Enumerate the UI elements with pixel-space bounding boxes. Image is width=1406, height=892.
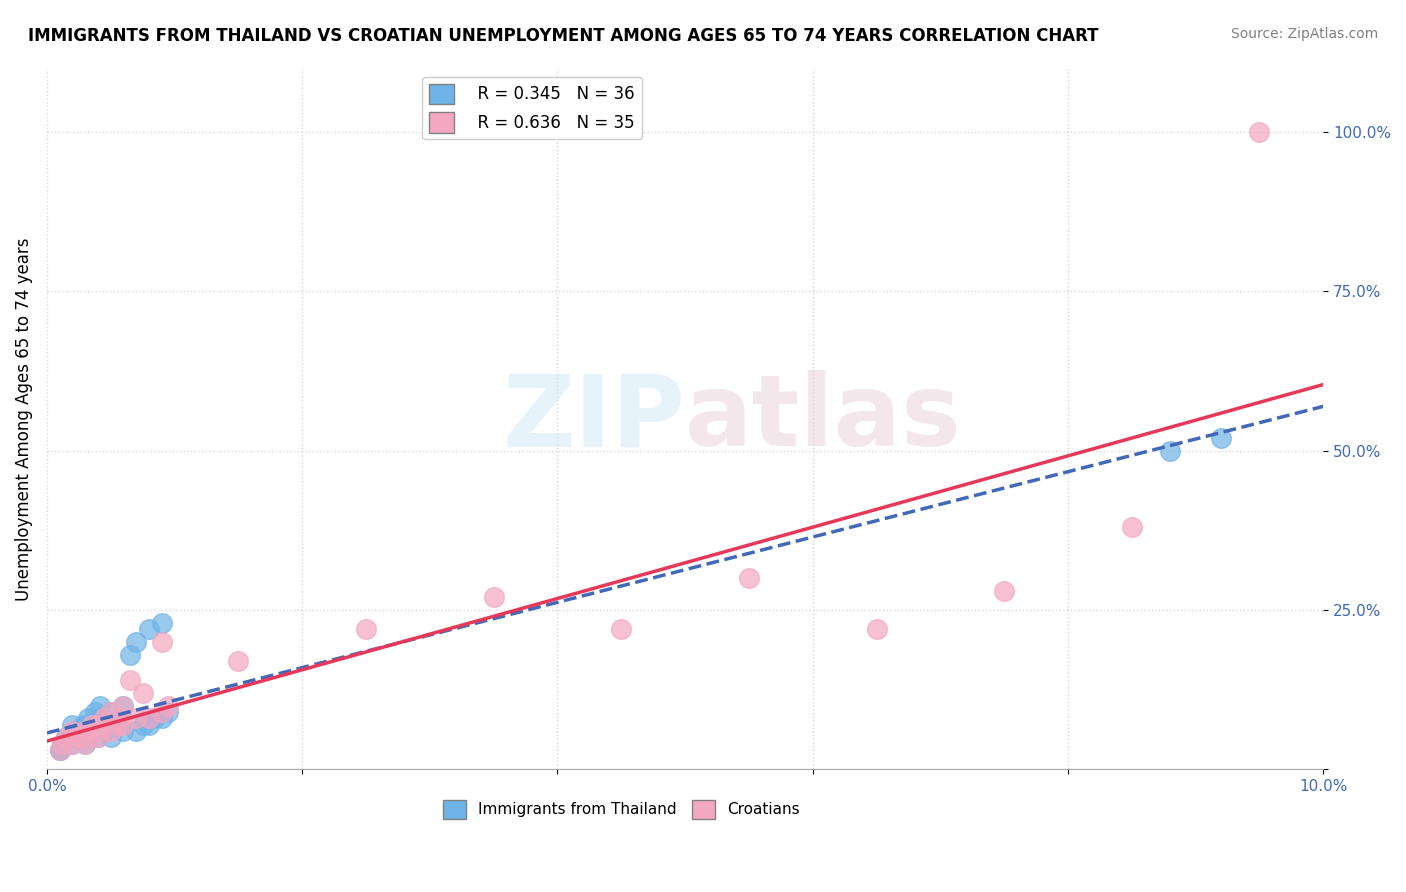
Point: [62, 717, 84, 731]
Point: [87, 717, 110, 731]
Point: [1211, 431, 1233, 445]
Point: [112, 717, 135, 731]
Point: [67, 731, 90, 745]
Point: [55, 731, 77, 745]
Point: [63, 724, 86, 739]
Point: [87, 711, 110, 725]
Point: [100, 731, 122, 745]
Text: Source: ZipAtlas.com: Source: ZipAtlas.com: [1230, 27, 1378, 41]
Point: [59, 731, 82, 745]
Point: [76, 711, 98, 725]
Point: [150, 705, 173, 719]
Point: [55, 731, 77, 745]
Point: [100, 724, 122, 739]
Point: [112, 724, 135, 739]
Point: [150, 615, 173, 630]
Point: [125, 635, 148, 649]
Point: [62, 737, 84, 751]
Point: [105, 717, 128, 731]
Text: IMMIGRANTS FROM THAILAND VS CROATIAN UNEMPLOYMENT AMONG AGES 65 TO 74 YEARS CORR: IMMIGRANTS FROM THAILAND VS CROATIAN UNE…: [28, 27, 1098, 45]
Point: [131, 686, 153, 700]
Point: [228, 654, 250, 668]
Point: [354, 622, 377, 636]
Point: [125, 711, 148, 725]
Point: [105, 717, 128, 731]
Point: [138, 717, 160, 731]
Point: [48, 743, 70, 757]
Point: [145, 711, 167, 725]
Point: [993, 583, 1015, 598]
Point: [112, 698, 135, 713]
Point: [118, 673, 141, 687]
Point: [51, 737, 73, 751]
Point: [48, 743, 70, 757]
Point: [865, 622, 887, 636]
Text: ZIP: ZIP: [502, 370, 685, 467]
Point: [62, 737, 84, 751]
Point: [1249, 125, 1271, 139]
Point: [75, 737, 97, 751]
Point: [75, 737, 97, 751]
Point: [75, 731, 97, 745]
Point: [131, 717, 153, 731]
Point: [100, 705, 122, 719]
Point: [1159, 443, 1181, 458]
Point: [87, 731, 110, 745]
Point: [118, 648, 141, 662]
Point: [51, 737, 73, 751]
Point: [84, 705, 107, 719]
Point: [62, 724, 84, 739]
Point: [72, 717, 94, 731]
Point: [157, 705, 180, 719]
Point: [48, 743, 70, 757]
Point: [1121, 520, 1143, 534]
Point: [75, 717, 97, 731]
Point: [80, 724, 103, 739]
Point: [150, 711, 173, 725]
Point: [150, 635, 173, 649]
Point: [125, 724, 148, 739]
Point: [80, 717, 103, 731]
Y-axis label: Unemployment Among Ages 65 to 74 years: Unemployment Among Ages 65 to 74 years: [15, 237, 32, 600]
Point: [67, 731, 90, 745]
Point: [89, 724, 111, 739]
Point: [157, 698, 180, 713]
Point: [610, 622, 633, 636]
Point: [482, 591, 505, 605]
Point: [93, 711, 115, 725]
Point: [75, 724, 97, 739]
Point: [89, 698, 111, 713]
Point: [138, 711, 160, 725]
Point: [738, 571, 761, 585]
Point: [112, 698, 135, 713]
Point: [93, 724, 115, 739]
Point: [138, 622, 160, 636]
Legend: Immigrants from Thailand, Croatians: Immigrants from Thailand, Croatians: [437, 794, 806, 825]
Text: atlas: atlas: [685, 370, 962, 467]
Point: [100, 705, 122, 719]
Point: [87, 731, 110, 745]
